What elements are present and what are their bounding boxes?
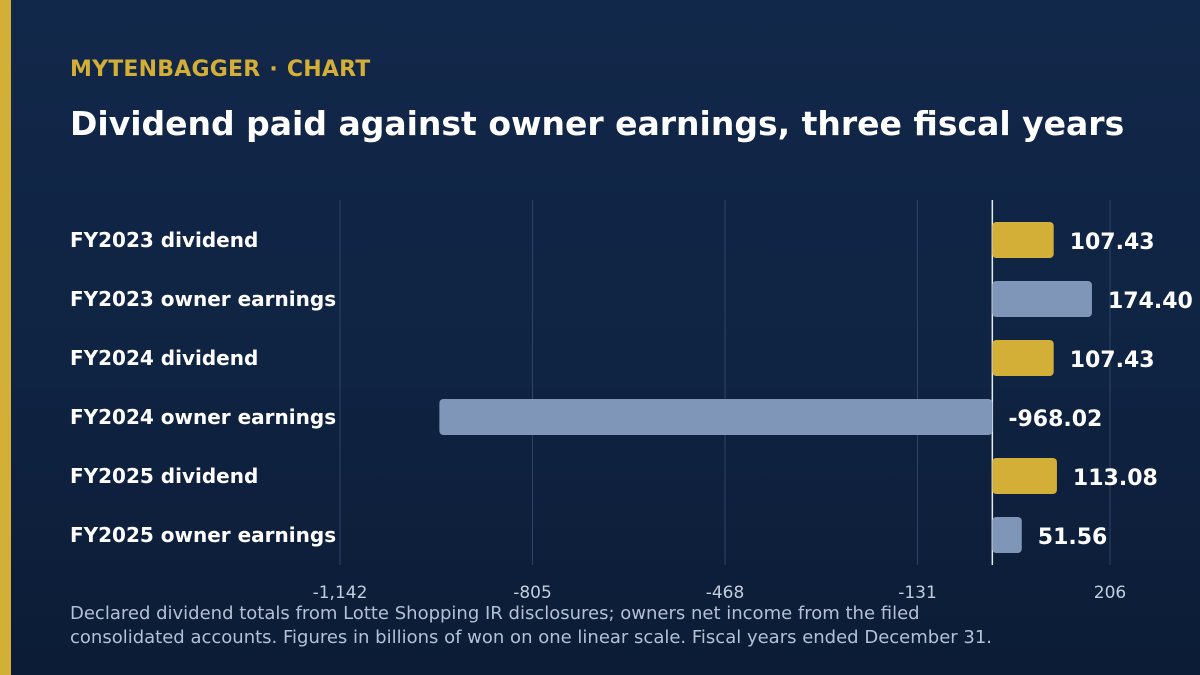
brand-name: MYTENBAGGER xyxy=(70,57,261,82)
brand-kicker: MYTENBAGGER · CHART xyxy=(70,57,370,82)
x-tick-label: -1,142 xyxy=(313,583,368,603)
x-tick-label: -131 xyxy=(898,583,937,603)
value-label: 107.43 xyxy=(1070,348,1155,373)
x-tick-label: 206 xyxy=(1094,583,1126,603)
value-label: -968.02 xyxy=(1008,407,1102,432)
dividend-bar xyxy=(992,458,1057,494)
chart-title: Dividend paid against owner earnings, th… xyxy=(70,104,1125,143)
owner-earnings-bar xyxy=(439,399,993,435)
accent-bar xyxy=(0,0,11,675)
category-label: FY2024 owner earnings xyxy=(70,405,336,429)
value-label: 51.56 xyxy=(1038,525,1108,550)
dividend-bar xyxy=(992,340,1054,376)
dividend-bar xyxy=(992,222,1054,258)
owner-earnings-bar xyxy=(992,281,1092,317)
value-label: 113.08 xyxy=(1073,466,1158,491)
value-label: 107.43 xyxy=(1070,230,1155,255)
category-label: FY2023 owner earnings xyxy=(70,287,336,311)
category-label: FY2025 dividend xyxy=(70,464,258,488)
brand-separator: · xyxy=(269,57,278,82)
category-label: FY2024 dividend xyxy=(70,346,258,370)
x-tick-label: -805 xyxy=(513,583,552,603)
footnote-line-1: Declared dividend totals from Lotte Shop… xyxy=(70,603,920,624)
chart-footnote: Declared dividend totals from Lotte Shop… xyxy=(70,602,1150,650)
owner-earnings-bar xyxy=(992,517,1022,553)
category-label: FY2023 dividend xyxy=(70,228,258,252)
footnote-line-2: consolidated accounts. Figures in billio… xyxy=(70,627,993,648)
category-label: FY2025 owner earnings xyxy=(70,523,336,547)
section-name: CHART xyxy=(286,57,371,82)
value-label: 174.40 xyxy=(1108,289,1193,314)
x-tick-label: -468 xyxy=(706,583,745,603)
